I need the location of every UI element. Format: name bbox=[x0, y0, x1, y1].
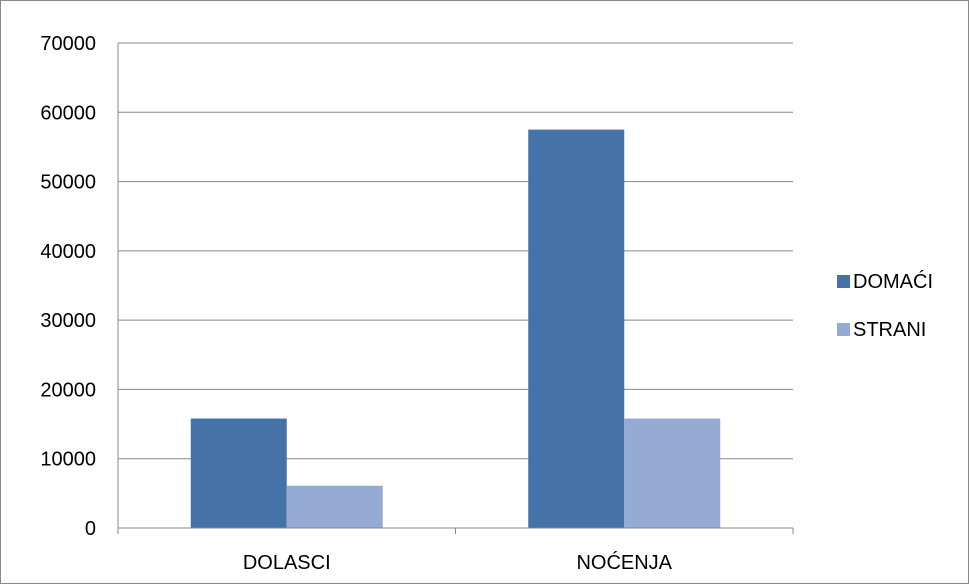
y-tick-label: 50000 bbox=[40, 172, 96, 194]
y-tick-label: 10000 bbox=[40, 449, 96, 471]
y-tick-label: 0 bbox=[85, 518, 96, 540]
legend-label: DOMAĆI bbox=[853, 270, 933, 293]
y-tick-label: 30000 bbox=[40, 310, 96, 332]
legend-swatch bbox=[837, 275, 850, 288]
legend-swatch bbox=[837, 323, 850, 336]
y-tick-label: 60000 bbox=[40, 102, 96, 124]
legend-label: STRANI bbox=[853, 319, 926, 341]
bars bbox=[117, 129, 794, 534]
bar-domaći-noćenja bbox=[528, 129, 625, 528]
x-category-labels: DOLASCI NOĆENJA bbox=[243, 551, 673, 574]
axes bbox=[117, 43, 793, 529]
y-tick-label: 70000 bbox=[40, 33, 96, 55]
y-tick-label: 20000 bbox=[40, 379, 96, 401]
gridlines bbox=[118, 42, 793, 460]
bar-strani-dolasci bbox=[286, 485, 383, 528]
y-tick-label: 40000 bbox=[40, 241, 96, 263]
x-category-label: NOĆENJA bbox=[576, 551, 672, 574]
x-category-label: DOLASCI bbox=[243, 552, 331, 574]
y-tick-labels: 0 10000 20000 30000 40000 50000 60000 70000 bbox=[40, 33, 96, 540]
bar-domaći-dolasci bbox=[190, 418, 287, 528]
legend: DOMAĆI STRANI bbox=[837, 270, 933, 341]
bar-strani-noćenja bbox=[624, 418, 721, 528]
